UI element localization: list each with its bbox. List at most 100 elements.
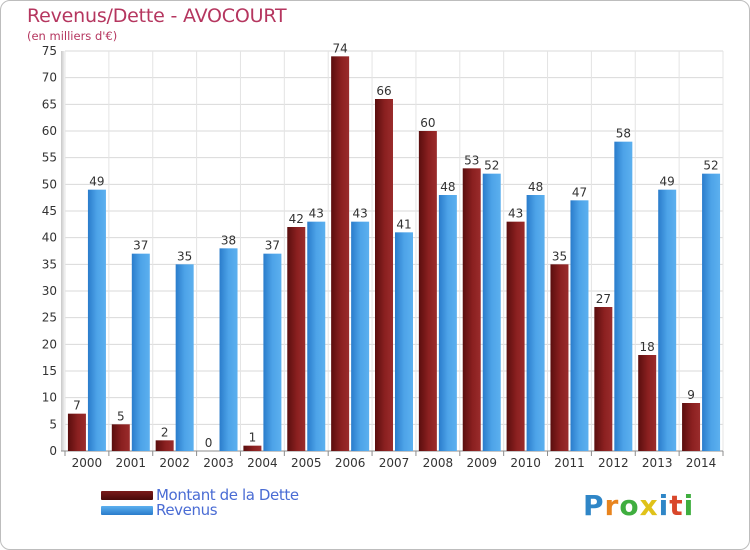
data-label-revenus: 35	[177, 249, 192, 263]
y-tick-label: 10	[42, 391, 57, 405]
data-label-revenus: 37	[265, 239, 280, 253]
bar-dette	[375, 99, 393, 451]
data-label-revenus: 49	[660, 175, 675, 189]
bar-revenus	[482, 173, 501, 451]
data-label-dette: 2	[161, 425, 169, 439]
y-tick-label: 20	[42, 337, 57, 351]
data-label-revenus: 37	[133, 239, 148, 253]
chart-subtitle: (en milliers d'€)	[27, 29, 118, 43]
grid	[64, 50, 724, 452]
data-label-revenus: 47	[572, 185, 587, 199]
bar-revenus	[658, 189, 677, 451]
bar-dette	[331, 56, 350, 451]
x-tick-label: 2014	[686, 456, 717, 470]
data-label-dette: 53	[464, 153, 479, 167]
data-label-dette: 66	[376, 84, 391, 98]
data-label-dette: 43	[508, 207, 523, 221]
y-axis-wall	[61, 51, 65, 451]
bar-dette	[155, 440, 174, 451]
bar-revenus	[307, 221, 326, 451]
y-tick-label: 60	[42, 124, 57, 138]
y-tick-label: 0	[49, 444, 57, 458]
x-tick-label: 2013	[642, 456, 673, 470]
logo-letter: x	[639, 489, 659, 522]
data-label-revenus: 52	[703, 159, 718, 173]
data-label-dette: 5	[117, 409, 125, 423]
logo-letter: i	[658, 489, 670, 522]
logo-letter: r	[604, 489, 620, 522]
bar-revenus	[131, 253, 150, 451]
data-label-revenus: 43	[309, 207, 324, 221]
bar-dette	[550, 264, 569, 451]
data-label-revenus: 52	[484, 159, 499, 173]
bar-revenus	[87, 189, 106, 451]
y-tick-label: 30	[42, 284, 57, 298]
bar-dette	[462, 168, 481, 452]
bar-revenus	[438, 195, 457, 451]
bar-revenus	[614, 141, 633, 451]
logo-letter: t	[669, 489, 684, 522]
data-label-dette: 74	[332, 41, 347, 55]
data-label-revenus: 41	[396, 217, 411, 231]
legend-label-dette: Montant de la Dette	[156, 486, 299, 504]
x-tick-label: 2007	[379, 456, 410, 470]
y-tick-label: 40	[42, 231, 57, 245]
bar-revenus	[263, 253, 282, 451]
x-tick-label: 2012	[598, 456, 629, 470]
bar-dette	[638, 355, 657, 451]
bar-revenus	[526, 195, 545, 451]
x-tick-label: 2003	[203, 456, 234, 470]
y-tick-label: 25	[42, 311, 57, 325]
bar-revenus	[351, 221, 370, 451]
data-label-revenus: 48	[528, 180, 543, 194]
bar-revenus	[570, 200, 589, 451]
data-label-dette: 27	[596, 292, 611, 306]
data-label-dette: 9	[687, 388, 695, 402]
data-label-dette: 18	[640, 340, 655, 354]
chart-title: Revenus/Dette - AVOCOURT	[27, 5, 287, 27]
legend-swatch-dette	[101, 491, 153, 500]
bar-dette	[506, 221, 525, 451]
data-label-revenus: 58	[616, 127, 631, 141]
data-label-dette: 42	[289, 212, 304, 226]
data-label-dette: 0	[205, 436, 213, 450]
bar-dette	[67, 413, 86, 451]
y-tick-label: 35	[42, 257, 57, 271]
y-tick-label: 45	[42, 204, 57, 218]
x-tick-label: 2009	[466, 456, 497, 470]
x-tick-label: 2000	[72, 456, 103, 470]
legend-swatch-revenus	[101, 506, 153, 515]
bar-revenus	[219, 248, 238, 451]
data-label-revenus: 48	[440, 180, 455, 194]
y-tick-label: 5	[49, 417, 57, 431]
bar-dette	[287, 227, 306, 451]
data-label-revenus: 38	[221, 233, 236, 247]
y-tick-label: 55	[42, 151, 57, 165]
legend-label-revenus: Revenus	[156, 501, 218, 519]
x-tick-label: 2010	[510, 456, 541, 470]
x-tick-label: 2011	[554, 456, 585, 470]
x-tick-label: 2001	[116, 456, 147, 470]
proxiti-logo: Proxiti	[583, 489, 694, 522]
data-labels: 7 49 5 37 2 35 0 38 1 37 42 43 74 43 66 41 60 48 53 52 43 48 3…	[73, 41, 719, 450]
bars	[67, 56, 721, 452]
x-tick-label: 2006	[335, 456, 366, 470]
bar-dette	[682, 403, 701, 451]
bar-revenus	[175, 264, 194, 451]
bar-revenus	[702, 173, 721, 451]
data-label-revenus: 43	[352, 207, 367, 221]
y-tick-label: 65	[42, 97, 57, 111]
bar-dette	[418, 131, 437, 451]
logo-letter: P	[583, 489, 605, 522]
data-label-dette: 60	[420, 116, 435, 130]
data-label-dette: 35	[552, 249, 567, 263]
x-tick-label: 2008	[423, 456, 454, 470]
y-tick-label: 75	[42, 44, 57, 58]
bar-revenus	[395, 232, 413, 451]
x-tick-label: 2002	[159, 456, 190, 470]
y-tick-label: 50	[42, 177, 57, 191]
bar-dette	[594, 307, 613, 451]
logo-letter: i	[683, 489, 695, 522]
